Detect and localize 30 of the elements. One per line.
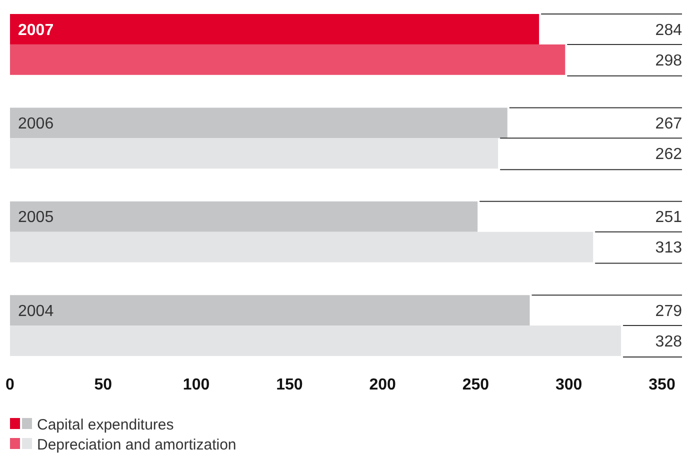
x-tick-label: 100 [182, 376, 210, 394]
x-tick-label: 150 [276, 376, 303, 394]
data-label: 328 [655, 333, 682, 350]
data-label: 262 [655, 146, 682, 163]
data-label: 279 [655, 302, 682, 320]
data-label: 267 [655, 116, 682, 133]
data-label: 284 [655, 22, 682, 39]
bar [10, 44, 566, 75]
x-tick-label: 50 [94, 376, 112, 394]
bar [10, 232, 594, 262]
data-label: 313 [655, 240, 682, 257]
y-tick-label: 2007 [18, 22, 54, 39]
y-tick-label: 2006 [18, 116, 54, 133]
y-tick-label: 2005 [18, 209, 54, 226]
x-tick-label: 200 [369, 376, 396, 394]
bar [10, 201, 478, 232]
legend-label: Capital expenditures [37, 416, 174, 434]
bar [10, 108, 508, 138]
bar [10, 326, 622, 356]
data-label: 251 [655, 209, 682, 226]
x-tick-label: 250 [462, 376, 490, 394]
x-tick-label: 0 [6, 376, 15, 394]
legend-label: Depreciation and amortization [37, 436, 236, 454]
y-tick-label: 2004 [18, 302, 54, 320]
bar [10, 295, 530, 326]
bar [10, 138, 498, 169]
data-label: 298 [655, 52, 682, 70]
x-tick-label: 350 [648, 376, 676, 394]
x-tick-label: 300 [556, 376, 582, 394]
bar [10, 14, 540, 44]
